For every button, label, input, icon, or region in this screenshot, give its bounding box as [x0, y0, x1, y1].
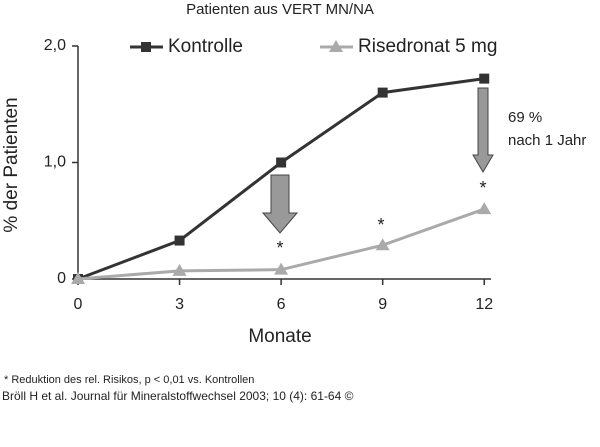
x-tick-label: 6	[277, 296, 286, 313]
y-tick-label: 0	[57, 270, 66, 287]
annotation: *	[276, 238, 283, 258]
marker	[375, 238, 390, 251]
source: Bröll H et al. Journal für Mineralstoffw…	[2, 389, 354, 403]
legend-label: Kontrolle	[168, 36, 243, 57]
x-tick-label: 0	[74, 296, 83, 313]
marker	[172, 263, 187, 276]
y-tick-label: 2,0	[44, 37, 66, 54]
footnote: * Reduktion des rel. Risikos, p < 0,01 v…	[4, 374, 254, 386]
annotation: *	[377, 215, 384, 235]
chart-title: Patienten aus VERT MN/NA	[186, 1, 374, 18]
marker	[479, 73, 490, 84]
annotation: nach 1 Jahr	[508, 132, 586, 149]
x-tick-label: 3	[175, 296, 184, 313]
arrow	[472, 87, 494, 173]
marker	[276, 157, 287, 168]
x-tick-label: 9	[378, 296, 387, 313]
x-axis-label: Monate	[248, 326, 311, 347]
legend-label: Risedronat 5 mg	[358, 36, 497, 57]
arrow	[261, 174, 299, 234]
annotation: *	[479, 178, 486, 198]
y-tick-label: 1,0	[44, 154, 66, 171]
marker	[71, 272, 85, 284]
x-tick-label: 12	[475, 296, 493, 313]
annotation: 69 %	[508, 109, 542, 126]
marker	[377, 87, 388, 98]
arrows	[261, 87, 494, 234]
marker	[274, 262, 289, 275]
marker	[477, 202, 492, 215]
marker	[174, 235, 185, 246]
y-axis-label: % der Patienten	[1, 97, 22, 232]
legend-marker	[329, 40, 343, 52]
legend-marker	[141, 42, 151, 52]
